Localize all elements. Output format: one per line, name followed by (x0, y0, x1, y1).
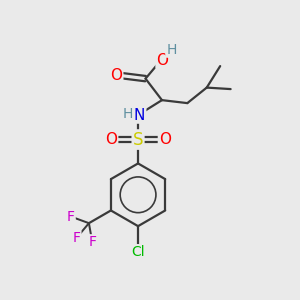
Text: O: O (110, 68, 122, 83)
Text: Cl: Cl (131, 245, 145, 259)
Text: F: F (72, 231, 80, 245)
Text: O: O (105, 132, 117, 147)
Text: O: O (157, 52, 169, 68)
Text: N: N (134, 108, 145, 123)
Text: H: H (166, 43, 177, 57)
Text: F: F (88, 235, 96, 249)
Text: S: S (133, 130, 143, 148)
Text: O: O (159, 132, 171, 147)
Text: H: H (122, 106, 133, 121)
Text: F: F (67, 209, 75, 224)
